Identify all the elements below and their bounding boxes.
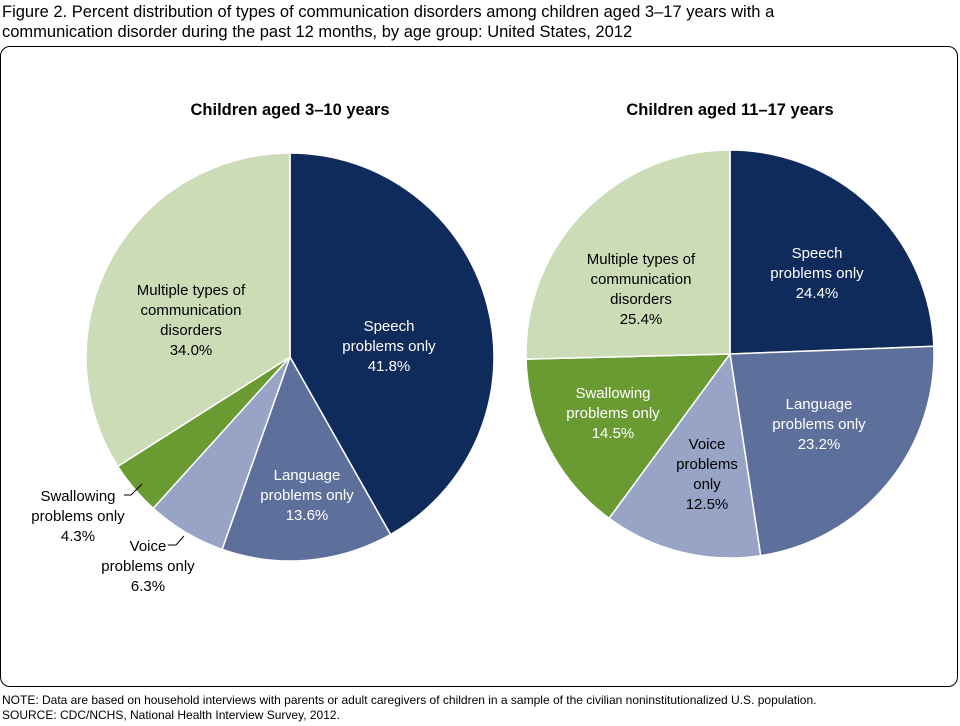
pie-slice-language [221, 355, 392, 562]
pie-charts: Children aged 3–10 years Speech problems o… [31, 101, 935, 595]
slice-label-swallowing: Swallowing problems only 14.5% [566, 385, 660, 442]
figure-title: Figure 2. Percent distribution of types … [2, 2, 942, 42]
pie-slice-swallowing [525, 353, 732, 520]
pie-slice-speech [729, 149, 935, 355]
figure-title-line-1: Figure 2. Percent distribution of types … [2, 3, 775, 21]
footer-source: SOURCE: CDC/NCHS, National Health Interv… [2, 708, 340, 722]
chart-frame [0, 46, 958, 687]
slice-label-voice: Voice problems only 12.5% [676, 436, 738, 513]
pie-slice-language [729, 345, 935, 557]
pie-title-1: Children aged 3–10 years [190, 101, 389, 119]
leader-line-voice [168, 535, 185, 546]
leader-line-swallowing [124, 483, 143, 496]
slice-label-multiple: Multiple types of communication disorders 2… [587, 251, 696, 328]
pie-slice-speech [289, 152, 495, 536]
footer-note: NOTE: Data are based on household interv… [2, 693, 817, 707]
slice-label-multiple: Multiple types of communication disorders 3… [137, 282, 246, 359]
figure-title-line-2: communication disorder during the past 1… [2, 23, 633, 41]
slice-label-speech: Speech problems only 41.8% [342, 318, 436, 375]
pie-slice-voice [608, 352, 762, 559]
pie-title-2: Children aged 11–17 years [626, 101, 833, 119]
pie-chart-2: Children aged 11–17 years Speech problems … [525, 101, 935, 559]
footer-notes: NOTE: Data are based on household interv… [2, 693, 816, 723]
slice-label-language: Language problems only 23.2% [772, 396, 866, 453]
slice-label-language: Language problems only 13.6% [260, 467, 354, 524]
slice-label-voice: Voice problems only 6.3% [101, 538, 195, 595]
slice-label-swallowing: Swallowing problems only 4.3% [31, 488, 125, 545]
pie-slice-multiple [525, 149, 731, 360]
pie-slice-multiple [85, 152, 291, 468]
pie-chart-1: Children aged 3–10 years Speech problems o… [31, 101, 495, 595]
slice-label-speech: Speech problems only 24.4% [770, 245, 864, 302]
